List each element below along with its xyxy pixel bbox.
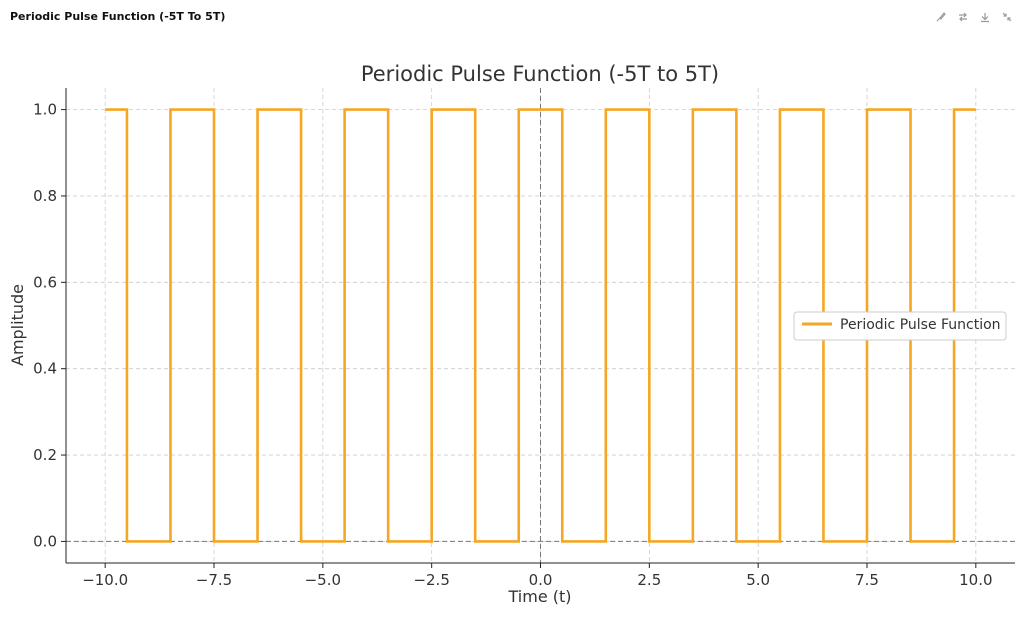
toolbar — [934, 10, 1014, 24]
y-tick-label: 0.4 — [33, 360, 57, 378]
x-tick-label: −7.5 — [196, 571, 232, 589]
y-axis-label: Amplitude — [8, 284, 27, 366]
zero-lines — [66, 88, 1015, 563]
x-tick-label: 0.0 — [529, 571, 553, 589]
series-line — [105, 108, 976, 543]
x-tick-label: 5.0 — [746, 571, 770, 589]
x-axis-label: Time (t) — [508, 587, 572, 606]
y-tick-label: 0.8 — [33, 187, 57, 205]
download-icon[interactable] — [978, 10, 992, 24]
x-tick-label: −5.0 — [305, 571, 341, 589]
y-tick-label: 0.0 — [33, 532, 57, 550]
legend-label: Periodic Pulse Function — [840, 317, 1001, 333]
chart-title: Periodic Pulse Function (-5T to 5T) — [361, 62, 719, 86]
top-bar: Periodic Pulse Function (-5T To 5T) — [0, 0, 1024, 36]
y-tick-label: 1.0 — [33, 101, 57, 119]
y-tick-label: 0.2 — [33, 446, 57, 464]
y-tick-label: 0.6 — [33, 273, 57, 291]
brush-icon[interactable] — [934, 10, 948, 24]
chart: −10.0 −7.5 −5.0 −2.5 0.0 2.5 5.0 7.5 10.0 0.0 0.2 0… — [8, 62, 1015, 606]
tick-labels: −10.0 −7.5 −5.0 −2.5 0.0 2.5 5.0 7.5 10.0 0.0 0.2 0… — [33, 101, 992, 589]
x-tick-label: 2.5 — [637, 571, 661, 589]
x-tick-label: −10.0 — [82, 571, 128, 589]
legend: Periodic Pulse Function — [793, 311, 1007, 341]
x-tick-label: 7.5 — [855, 571, 879, 589]
series-layer — [105, 108, 976, 543]
app-title: Periodic Pulse Function (-5T To 5T) — [10, 10, 226, 23]
collapse-icon[interactable] — [1000, 10, 1014, 24]
x-tick-label: 10.0 — [959, 571, 992, 589]
legend-frame — [793, 311, 1007, 341]
compare-icon[interactable] — [956, 10, 970, 24]
x-tick-label: −2.5 — [413, 571, 449, 589]
